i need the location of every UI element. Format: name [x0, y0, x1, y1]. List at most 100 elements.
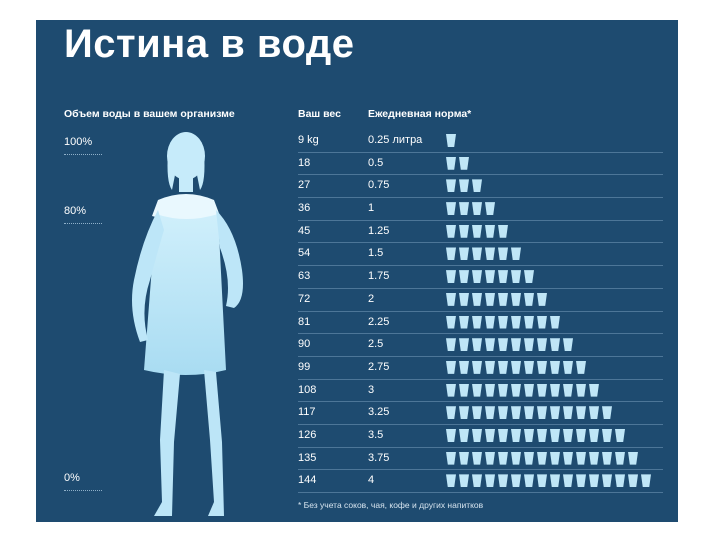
table-row: 63 1.75: [298, 266, 663, 289]
weight-cell: 27: [298, 179, 311, 192]
water-glass-icon: [563, 383, 573, 397]
water-glass-icon: [511, 474, 521, 488]
water-glass-icon: [602, 406, 612, 420]
cup-row: [446, 134, 456, 147]
weight-cell: 9 kg: [298, 134, 319, 146]
water-glass-icon: [511, 360, 521, 374]
table-row: 99 2.75: [298, 357, 663, 380]
weight-cell: 63: [298, 270, 311, 283]
water-glass-icon: [524, 428, 534, 442]
water-glass-icon: [446, 338, 456, 352]
water-glass-icon: [472, 315, 482, 329]
footnote: * Без учета соков, чая, кофе и других на…: [298, 500, 484, 510]
water-glass-icon: [524, 360, 534, 374]
scale-text-100: 100%: [64, 136, 93, 148]
water-glass-icon: [498, 224, 508, 238]
water-glass-icon: [537, 428, 547, 442]
water-glass-icon: [485, 383, 495, 397]
water-glass-icon: [602, 428, 612, 442]
cup-row: [446, 383, 599, 397]
table-row: 9 kg 0.25 литра: [298, 130, 663, 153]
cup-row: [446, 224, 508, 238]
water-glass-icon: [524, 474, 534, 488]
water-glass-icon: [498, 270, 508, 284]
cup-row: [446, 292, 547, 306]
water-glass-icon: [511, 383, 521, 397]
water-glass-icon: [628, 474, 638, 488]
table-row: 135 3.75: [298, 448, 663, 471]
water-glass-icon: [498, 247, 508, 261]
norm-column-header: Ежедневная норма*: [368, 108, 472, 120]
weight-cell: 18: [298, 156, 311, 169]
table-row: 108 3: [298, 380, 663, 403]
cup-row: [446, 406, 612, 420]
water-glass-icon: [459, 428, 469, 442]
norm-cell: 2.75: [368, 360, 390, 373]
water-glass-icon: [472, 383, 482, 397]
water-glass-icon: [459, 406, 469, 420]
table-row: 36 1: [298, 198, 663, 221]
water-glass-icon: [459, 474, 469, 488]
cup-row: [446, 270, 534, 284]
water-glass-icon: [563, 338, 573, 352]
water-glass-icon: [446, 134, 456, 147]
scale-text-80: 80%: [64, 205, 87, 217]
table-row: 18 0.5: [298, 153, 663, 176]
cup-row: [446, 315, 560, 329]
weight-cell: 54: [298, 247, 311, 260]
water-glass-icon: [511, 270, 521, 284]
norm-cell: 1.5: [368, 247, 384, 260]
water-glass-icon: [537, 474, 547, 488]
table-row: 72 2: [298, 289, 663, 312]
cup-row: [446, 338, 573, 352]
water-glass-icon: [472, 338, 482, 352]
water-glass-icon: [563, 451, 573, 465]
water-glass-icon: [472, 292, 482, 306]
water-glass-icon: [446, 360, 456, 374]
water-glass-icon: [485, 247, 495, 261]
weight-cell: 108: [298, 383, 317, 396]
cup-row: [446, 451, 638, 465]
cup-row: [446, 202, 495, 216]
water-glass-icon: [576, 406, 586, 420]
norm-cell: 3: [368, 383, 375, 396]
water-glass-icon: [498, 451, 508, 465]
table-row: 45 1.25: [298, 221, 663, 244]
water-glass-icon: [485, 315, 495, 329]
water-glass-icon: [550, 360, 560, 374]
water-glass-icon: [485, 474, 495, 488]
water-glass-icon: [498, 292, 508, 306]
cup-row: [446, 179, 482, 193]
water-glass-icon: [459, 247, 469, 261]
water-glass-icon: [459, 224, 469, 238]
water-glass-icon: [576, 474, 586, 488]
water-glass-icon: [615, 451, 625, 465]
water-glass-icon: [550, 428, 560, 442]
norm-cell: 1.25: [368, 224, 390, 237]
water-table: 9 kg 0.25 литра 18 0.5 27 0.75 36 1 45 1.25 54 1.5 6…: [298, 130, 663, 493]
water-glass-icon: [472, 428, 482, 442]
water-glass-icon: [615, 428, 625, 442]
water-glass-icon: [589, 428, 599, 442]
cup-row: [446, 428, 625, 442]
water-glass-icon: [498, 428, 508, 442]
water-glass-icon: [446, 451, 456, 465]
water-glass-icon: [602, 474, 612, 488]
weight-cell: 126: [298, 428, 317, 441]
norm-cell: 4: [368, 474, 375, 487]
table-row: 54 1.5: [298, 243, 663, 267]
weight-cell: 72: [298, 292, 311, 305]
water-glass-icon: [446, 202, 456, 216]
water-glass-icon: [563, 360, 573, 374]
woman-silhouette-icon: [132, 132, 243, 516]
weight-cell: 45: [298, 224, 311, 237]
water-glass-icon: [537, 315, 547, 329]
water-glass-icon: [576, 451, 586, 465]
page-title: Истина в воде: [64, 22, 355, 66]
water-glass-icon: [511, 247, 521, 261]
norm-cell: 1.75: [368, 270, 390, 283]
norm-cell: 2.25: [368, 315, 390, 328]
water-glass-icon: [563, 406, 573, 420]
water-glass-icon: [446, 315, 456, 329]
water-glass-icon: [563, 474, 573, 488]
